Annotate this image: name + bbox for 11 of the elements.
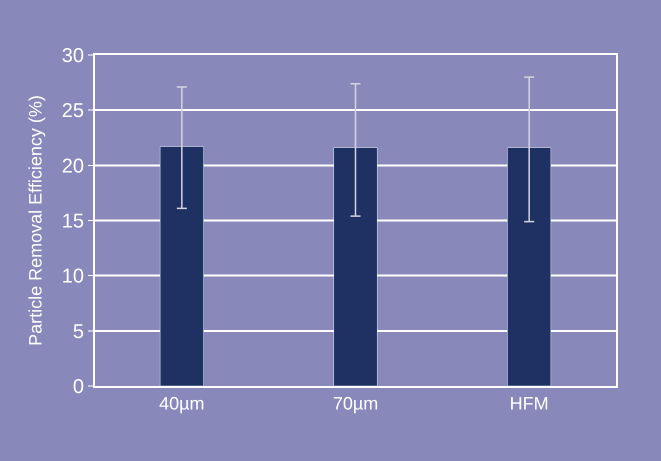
y-tick-label: 0: [72, 376, 84, 398]
y-tick-label: 5: [72, 320, 84, 343]
x-tick-label: HFM: [510, 394, 549, 414]
y-tick-label: 20: [62, 155, 84, 178]
y-axis-title: Particle Removal Efficiency (%): [25, 95, 46, 346]
y-tick-label: 15: [62, 210, 84, 232]
y-tick-label: 25: [62, 100, 84, 122]
y-tick-label: 30: [62, 45, 84, 67]
y-tick-label: 10: [62, 266, 84, 288]
x-tick-label: 40µm: [159, 394, 205, 414]
x-tick-label: 70µm: [332, 394, 378, 414]
